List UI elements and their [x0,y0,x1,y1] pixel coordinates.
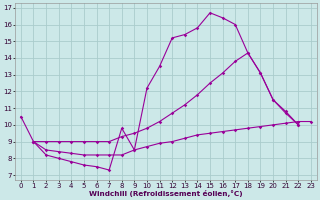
X-axis label: Windchill (Refroidissement éolien,°C): Windchill (Refroidissement éolien,°C) [89,190,243,197]
